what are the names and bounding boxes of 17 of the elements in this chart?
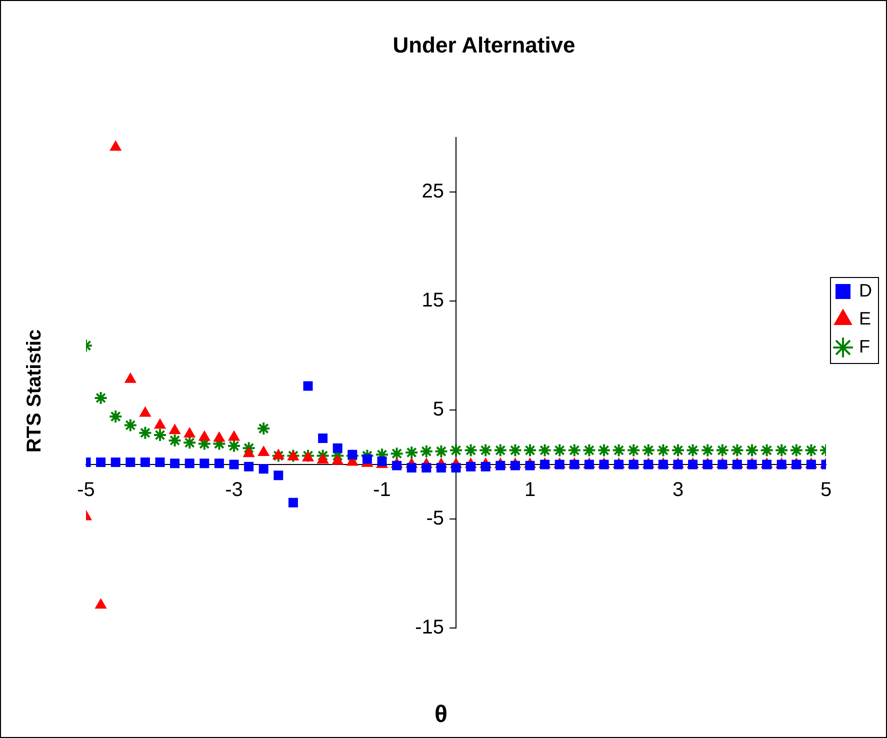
legend-label: F — [859, 336, 870, 356]
chart-title: Under Alternative — [392, 32, 576, 58]
x-tick-label: -1 — [373, 478, 391, 501]
x-axis-title: θ — [434, 701, 448, 729]
x-tick-label: 1 — [524, 478, 536, 501]
legend-label: E — [859, 308, 872, 328]
y-tick-label: 5 — [432, 398, 444, 420]
y-tick-label: -5 — [426, 507, 444, 530]
y-axis-title: RTS Statistic — [24, 329, 46, 453]
x-tick-label: -5 — [77, 478, 95, 501]
y-tick-label: 15 — [422, 289, 444, 312]
y-tick-label: 25 — [422, 180, 444, 202]
x-tick-label: -3 — [225, 478, 243, 501]
legend-label: D — [859, 280, 872, 300]
x-tick-label: 5 — [820, 478, 832, 501]
x-tick-label: 3 — [672, 478, 684, 501]
y-tick-label: -15 — [415, 616, 444, 639]
